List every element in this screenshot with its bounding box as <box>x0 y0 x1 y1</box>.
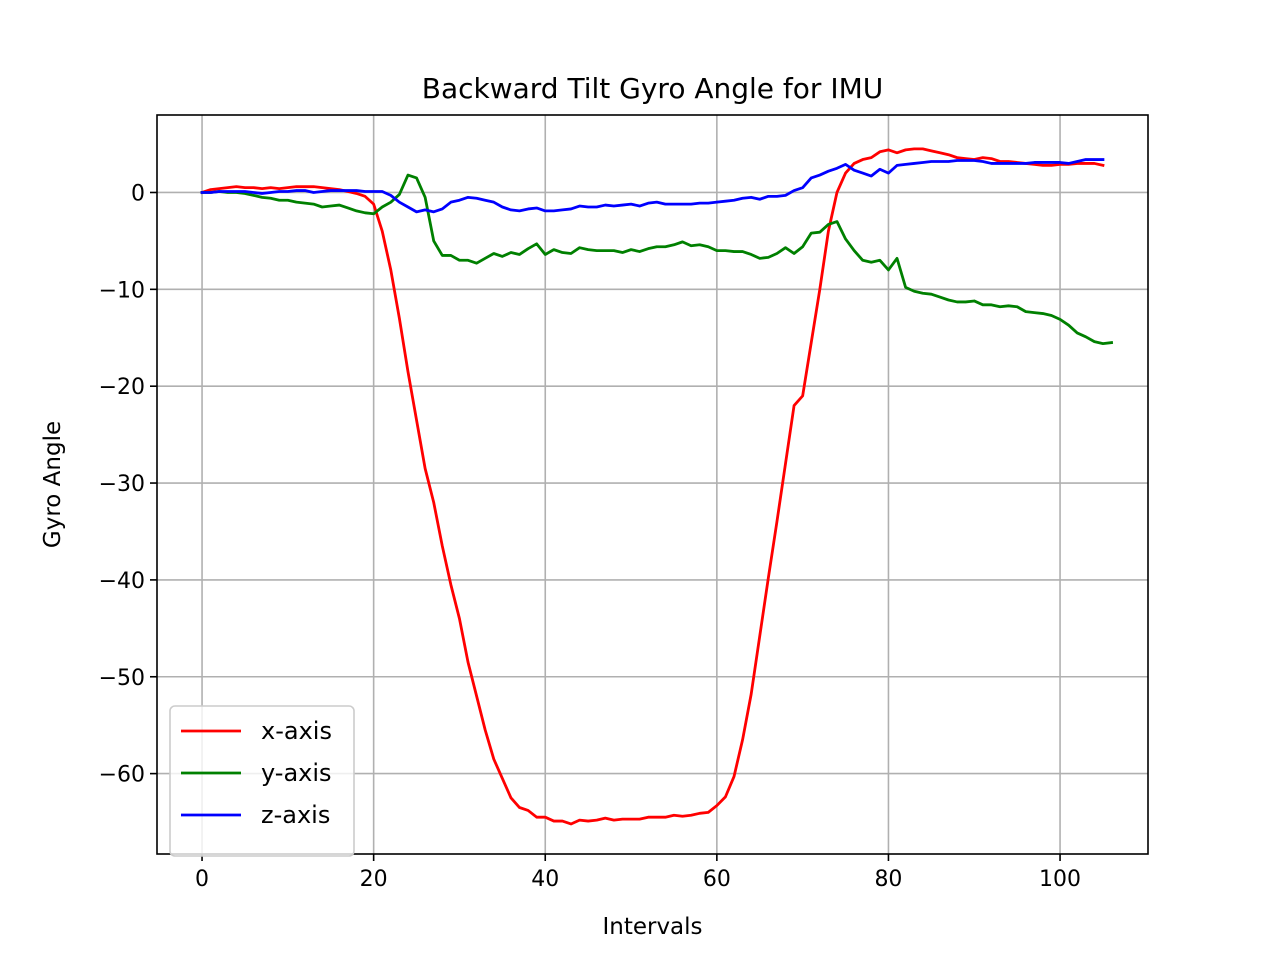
x-tick-label: 40 <box>531 867 559 892</box>
y-tick-label: −50 <box>99 666 145 691</box>
series-line-x-axis <box>200 147 1105 826</box>
plot-frame <box>156 114 1149 855</box>
series-line-y-axis <box>200 173 1114 345</box>
legend-label-x-axis: x-axis <box>261 717 332 745</box>
x-tick-label: 20 <box>360 867 388 892</box>
y-tick-label: 0 <box>131 181 145 206</box>
legend: x-axis y-axis z-axis <box>169 705 355 857</box>
series-line-z-axis <box>200 158 1105 214</box>
x-tick-label: 80 <box>874 867 902 892</box>
y-axis-label: Gyro Angle <box>40 421 66 548</box>
y-tick-label: −10 <box>99 278 145 303</box>
legend-label-y-axis: y-axis <box>261 759 332 787</box>
y-tick-label: −20 <box>99 375 145 400</box>
x-tick-label: 100 <box>1039 867 1081 892</box>
legend-label-z-axis: z-axis <box>261 801 330 829</box>
gridlines <box>157 115 1148 854</box>
x-axis-label: Intervals <box>602 914 702 940</box>
x-tick-label: 0 <box>195 867 209 892</box>
y-tick-label: −60 <box>99 763 145 788</box>
y-tick-label: −30 <box>99 472 145 497</box>
chart-title: Backward Tilt Gyro Angle for IMU <box>422 72 884 105</box>
axis-ticks: 0 20 40 60 80 100 0 −10 −20 −30 −40 −50 −60 <box>99 181 1081 892</box>
legend-box <box>169 705 355 857</box>
series-lines <box>200 147 1114 826</box>
x-tick-label: 60 <box>703 867 731 892</box>
y-tick-label: −40 <box>99 569 145 594</box>
